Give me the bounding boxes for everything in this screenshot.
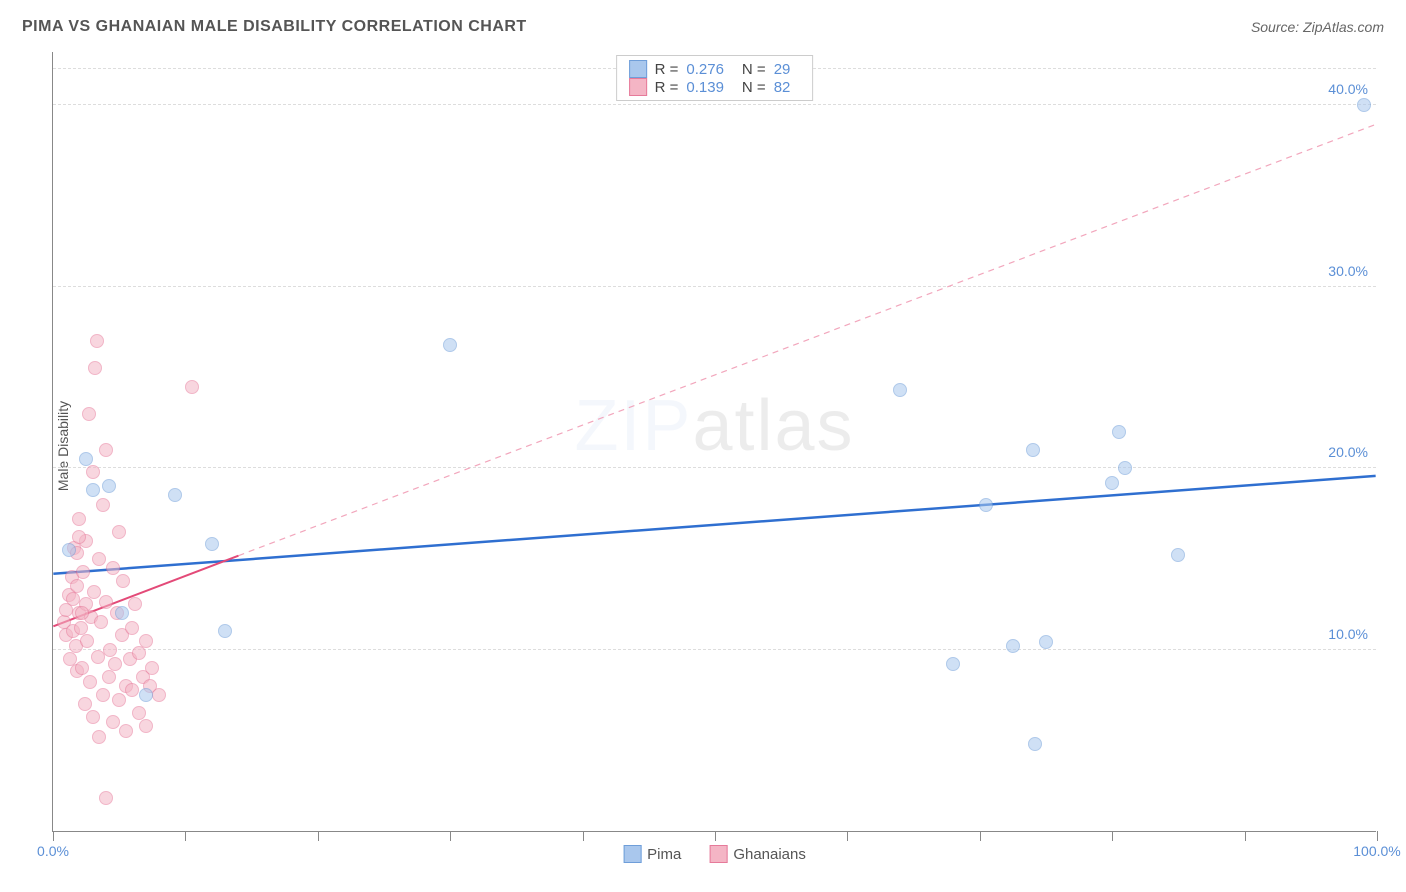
x-tick-label: 0.0% <box>37 843 69 859</box>
chart-title: PIMA VS GHANAIAN MALE DISABILITY CORRELA… <box>22 18 527 36</box>
ghanaians-point <box>80 634 94 648</box>
ghanaians-point <box>125 683 139 697</box>
ghanaians-point <box>78 697 92 711</box>
ghanaians-point <box>92 552 106 566</box>
n-label: N = <box>742 61 766 78</box>
ghanaians-r: 0.139 <box>686 79 724 96</box>
pima-point <box>1171 548 1185 562</box>
ghanaians-point <box>99 443 113 457</box>
watermark-atlas: atlas <box>692 386 854 466</box>
pima-point <box>102 479 116 493</box>
ghanaians-point <box>66 592 80 606</box>
pima-point <box>205 537 219 551</box>
stats-row-pima: R = 0.276 N = 29 <box>629 60 801 78</box>
ghanaians-legend-swatch <box>709 845 727 863</box>
y-tick-label: 40.0% <box>1328 81 1368 97</box>
ghanaians-point <box>94 615 108 629</box>
ghanaians-point <box>128 597 142 611</box>
pima-point <box>946 657 960 671</box>
ghanaians-point <box>152 688 166 702</box>
bottom-legend: Pima Ghanaians <box>623 845 806 863</box>
ghanaians-point <box>106 561 120 575</box>
pima-point <box>1105 476 1119 490</box>
ghanaians-point <box>125 621 139 635</box>
r-label-2: R = <box>655 79 679 96</box>
ghanaians-point <box>87 585 101 599</box>
ghanaians-point <box>75 606 89 620</box>
pima-point <box>893 383 907 397</box>
legend-item-ghanaians: Ghanaians <box>709 845 806 863</box>
ghanaians-point <box>88 361 102 375</box>
y-tick-label: 30.0% <box>1328 263 1368 279</box>
ghanaians-point <box>119 724 133 738</box>
ghanaians-point <box>86 465 100 479</box>
chart-area: ZIPatlas 10.0%20.0%30.0%40.0% 0.0%100.0%… <box>52 52 1376 832</box>
ghanaians-point <box>112 693 126 707</box>
ghanaians-point <box>96 498 110 512</box>
r-label: R = <box>655 61 679 78</box>
pima-point <box>1026 443 1040 457</box>
pima-r: 0.276 <box>686 61 724 78</box>
pima-point <box>1028 737 1042 751</box>
pima-point <box>1357 98 1371 112</box>
chart-source: Source: ZipAtlas.com <box>1251 19 1384 35</box>
ghanaians-point <box>102 670 116 684</box>
pima-point <box>443 338 457 352</box>
pima-point <box>1039 635 1053 649</box>
ghanaians-point <box>82 407 96 421</box>
ghanaians-point <box>99 791 113 805</box>
ghanaians-point <box>108 657 122 671</box>
ghanaians-point <box>145 661 159 675</box>
y-tick-label: 20.0% <box>1328 444 1368 460</box>
ghanaians-swatch <box>629 78 647 96</box>
pima-point <box>139 688 153 702</box>
pima-swatch <box>629 60 647 78</box>
pima-legend-label: Pima <box>647 846 681 863</box>
pima-point <box>62 543 76 557</box>
pima-point <box>1112 425 1126 439</box>
ghanaians-point <box>86 710 100 724</box>
watermark-zip: ZIP <box>574 386 692 466</box>
ghanaians-point <box>92 730 106 744</box>
n-label-2: N = <box>742 79 766 96</box>
pima-legend-swatch <box>623 845 641 863</box>
pima-point <box>86 483 100 497</box>
pima-point <box>115 606 129 620</box>
pima-point <box>79 452 93 466</box>
pima-n: 29 <box>774 61 791 78</box>
ghanaians-point <box>75 661 89 675</box>
ghanaians-point <box>72 512 86 526</box>
pima-point <box>168 488 182 502</box>
legend-item-pima: Pima <box>623 845 681 863</box>
ghanaians-point <box>116 574 130 588</box>
stats-row-ghanaians: R = 0.139 N = 82 <box>629 78 801 96</box>
stats-legend: R = 0.276 N = 29 R = 0.139 N = 82 <box>616 55 814 101</box>
pima-point <box>979 498 993 512</box>
watermark: ZIPatlas <box>574 385 854 467</box>
pima-point <box>1118 461 1132 475</box>
ghanaians-legend-label: Ghanaians <box>733 846 806 863</box>
ghanaians-point <box>112 525 126 539</box>
ghanaians-point <box>83 675 97 689</box>
ghanaians-point <box>139 634 153 648</box>
ghanaians-point <box>96 688 110 702</box>
pima-point <box>218 624 232 638</box>
ghanaians-point <box>70 579 84 593</box>
ghanaians-point <box>90 334 104 348</box>
ghanaians-point <box>106 715 120 729</box>
ghanaians-point <box>76 565 90 579</box>
ghanaians-n: 82 <box>774 79 791 96</box>
ghanaians-point <box>132 646 146 660</box>
header: PIMA VS GHANAIAN MALE DISABILITY CORRELA… <box>22 18 1384 36</box>
ghanaians-point <box>103 643 117 657</box>
ghanaians-point <box>185 380 199 394</box>
ghanaians-point <box>72 530 86 544</box>
ghanaians-point <box>139 719 153 733</box>
x-tick-label: 100.0% <box>1353 843 1400 859</box>
y-tick-label: 10.0% <box>1328 626 1368 642</box>
pima-point <box>1006 639 1020 653</box>
